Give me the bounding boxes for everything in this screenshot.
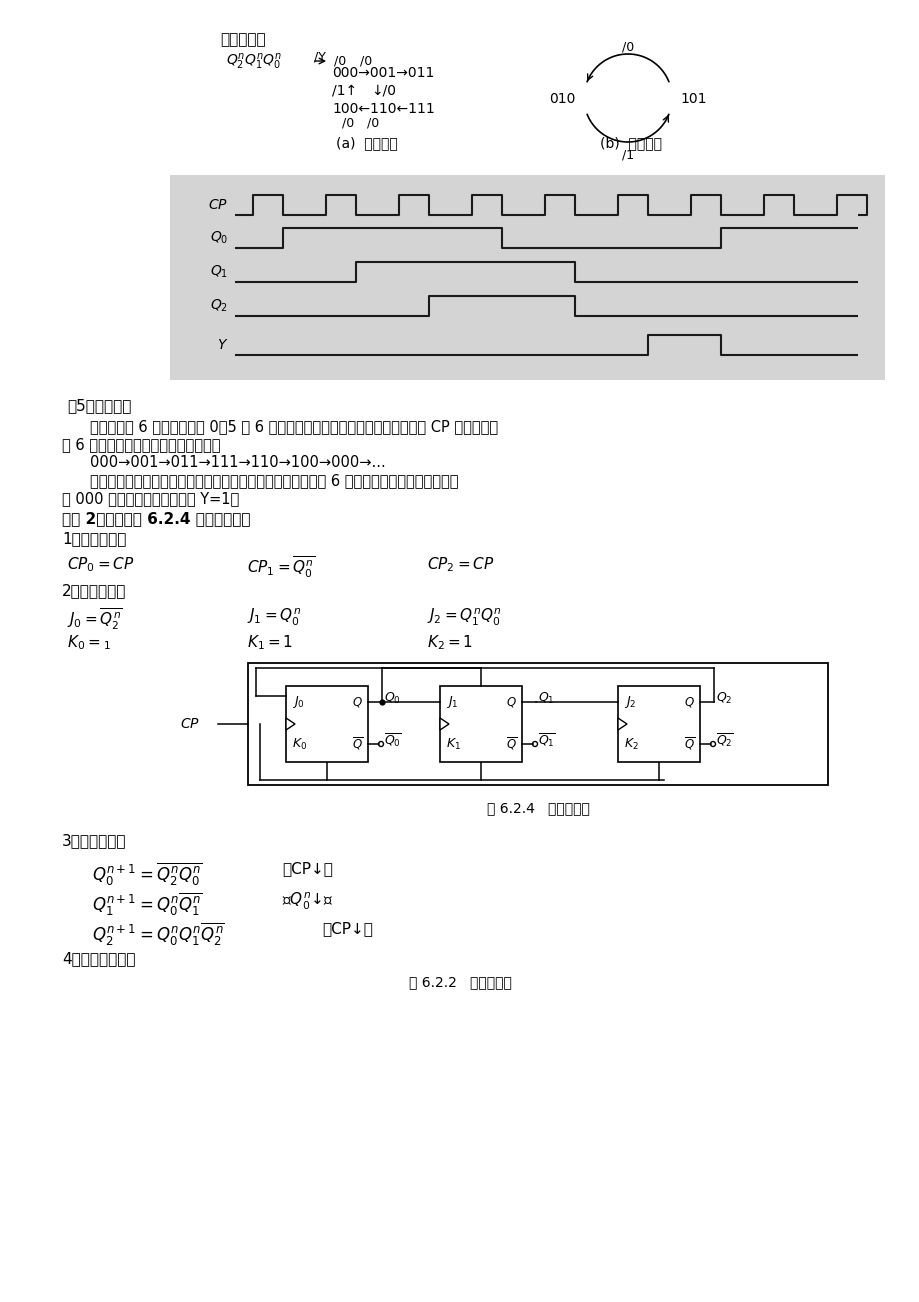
Polygon shape <box>286 717 295 730</box>
Text: 所以这是一个用格雷码表示的六进制同步加法计数器。当对第 6 个脉冲计数时，计数器又重新: 所以这是一个用格雷码表示的六进制同步加法计数器。当对第 6 个脉冲计数时，计数器… <box>90 473 458 488</box>
Text: 2．激励方程：: 2．激励方程： <box>62 583 126 598</box>
Text: $K_2=1$: $K_2=1$ <box>426 633 472 652</box>
Text: 100←110←111: 100←110←111 <box>332 102 435 116</box>
Text: /Y: /Y <box>313 49 325 62</box>
Bar <box>170 174 884 380</box>
Text: $J_1=Q_0^n$: $J_1=Q_0^n$ <box>246 607 301 628</box>
Text: $CP$: $CP$ <box>208 198 228 212</box>
Text: $CP_1=\overline{Q_0^n}$: $CP_1=\overline{Q_0^n}$ <box>246 555 315 581</box>
Text: $Q$: $Q$ <box>352 695 363 710</box>
Text: $\overline{Q_0}$: $\overline{Q_0}$ <box>383 732 402 749</box>
Text: /1: /1 <box>621 148 633 161</box>
Text: (a)  有效循环: (a) 有效循环 <box>335 135 397 150</box>
Text: 图 6.2.4   逻辑电路图: 图 6.2.4 逻辑电路图 <box>486 801 589 815</box>
Text: $J_0=\overline{Q_2^n}$: $J_0=\overline{Q_2^n}$ <box>67 607 122 633</box>
Text: /0: /0 <box>367 117 379 130</box>
Text: $J_2$: $J_2$ <box>623 694 636 710</box>
Text: $J_0$: $J_0$ <box>291 694 304 710</box>
Text: 排列顺序：: 排列顺序： <box>220 33 266 47</box>
Text: 有效循环的 6 个状态分别是 0～5 这 6 个十进制数字的格雷码，并且在时钟脉冲 CP 的作用下，: 有效循环的 6 个状态分别是 0～5 这 6 个十进制数字的格雷码，并且在时钟脉… <box>90 419 497 434</box>
Text: $\overline{Q}$: $\overline{Q}$ <box>351 736 363 753</box>
Text: $Q_1$: $Q_1$ <box>210 264 228 280</box>
Text: $K_1$: $K_1$ <box>446 737 460 751</box>
Text: $K_0$: $K_0$ <box>291 737 307 751</box>
Text: /0: /0 <box>621 40 633 53</box>
Text: $K_1=1$: $K_1=1$ <box>246 633 293 652</box>
Text: $CP$: $CP$ <box>180 717 199 730</box>
Text: $\overline{Q}$: $\overline{Q}$ <box>683 736 694 753</box>
Text: /0: /0 <box>342 117 354 130</box>
Text: 101: 101 <box>680 92 707 105</box>
Text: $CP_0=CP$: $CP_0=CP$ <box>67 555 134 574</box>
Text: (b)  无效循环: (b) 无效循环 <box>599 135 662 150</box>
Text: ↓/0: ↓/0 <box>370 85 395 98</box>
Text: $\overline{Q_1}$: $\overline{Q_1}$ <box>538 732 555 749</box>
Bar <box>439 686 521 762</box>
Text: $J_1$: $J_1$ <box>446 694 458 710</box>
Text: 【例 2】：分析图 6.2.4 电路的功能。: 【例 2】：分析图 6.2.4 电路的功能。 <box>62 510 250 526</box>
Text: 3．状态方程：: 3．状态方程： <box>62 833 127 848</box>
Text: $Q$: $Q$ <box>684 695 694 710</box>
Text: $Q_2^n Q_1^n Q_0^n$: $Q_2^n Q_1^n Q_0^n$ <box>226 52 282 72</box>
Text: $CP_2=CP$: $CP_2=CP$ <box>426 555 494 574</box>
Text: 4．状态转换表：: 4．状态转换表： <box>62 950 135 966</box>
Text: $Q_0^{n+1}=\overline{Q_2^n Q_0^n}$: $Q_0^{n+1}=\overline{Q_2^n Q_0^n}$ <box>92 861 202 888</box>
Bar <box>248 663 827 785</box>
Text: $Y$: $Y$ <box>216 339 228 352</box>
Text: 000→001→011: 000→001→011 <box>332 66 434 79</box>
Polygon shape <box>618 717 627 730</box>
Text: $K_0=_1$: $K_0=_1$ <box>67 633 110 652</box>
Text: $Q_2$: $Q_2$ <box>715 690 732 706</box>
Text: /0: /0 <box>334 53 346 66</box>
Text: $Q_0$: $Q_0$ <box>210 229 228 246</box>
Text: /1↑: /1↑ <box>332 85 357 98</box>
Text: $Q$: $Q$ <box>505 695 516 710</box>
Text: $Q_1^{n+1}=Q_0^n \overline{Q_1^n}$: $Q_1^{n+1}=Q_0^n \overline{Q_1^n}$ <box>92 891 202 918</box>
Text: $J_2=Q_1^n Q_0^n$: $J_2=Q_1^n Q_0^n$ <box>426 607 501 628</box>
Text: （5）逻辑功能: （5）逻辑功能 <box>67 398 131 413</box>
Text: $K_2$: $K_2$ <box>623 737 638 751</box>
Text: 1．时钟方程：: 1．时钟方程： <box>62 531 126 546</box>
Text: $Q_2$: $Q_2$ <box>210 298 228 314</box>
Text: 从 000 开始计数，并产生输出 Y=1。: 从 000 开始计数，并产生输出 Y=1。 <box>62 491 239 506</box>
Bar <box>286 686 368 762</box>
Text: $Q_0$: $Q_0$ <box>383 690 401 706</box>
Text: （CP↓）: （CP↓） <box>322 921 372 936</box>
Text: $\overline{Q}$: $\overline{Q}$ <box>505 736 516 753</box>
Text: （CP↓）: （CP↓） <box>282 861 333 876</box>
Text: $Q_2^{n+1}=Q_0^n Q_1^n \overline{Q_2^n}$: $Q_2^{n+1}=Q_0^n Q_1^n \overline{Q_2^n}$ <box>92 921 224 948</box>
Text: 000→001→011→111→110→100→000→...: 000→001→011→111→110→100→000→... <box>90 454 385 470</box>
Text: 表 6.2.2   状态转换表: 表 6.2.2 状态转换表 <box>408 975 511 990</box>
Polygon shape <box>439 717 448 730</box>
Text: 这 6 个状态是按递增规律变化的，即：: 这 6 个状态是按递增规律变化的，即： <box>62 437 221 452</box>
Text: /0: /0 <box>359 53 372 66</box>
Bar <box>618 686 699 762</box>
Text: $\overline{Q_2}$: $\overline{Q_2}$ <box>715 732 733 749</box>
Text: 010: 010 <box>549 92 574 105</box>
Text: $Q_1$: $Q_1$ <box>538 690 554 706</box>
Text: （$Q_0^n$↓）: （$Q_0^n$↓） <box>282 891 333 913</box>
